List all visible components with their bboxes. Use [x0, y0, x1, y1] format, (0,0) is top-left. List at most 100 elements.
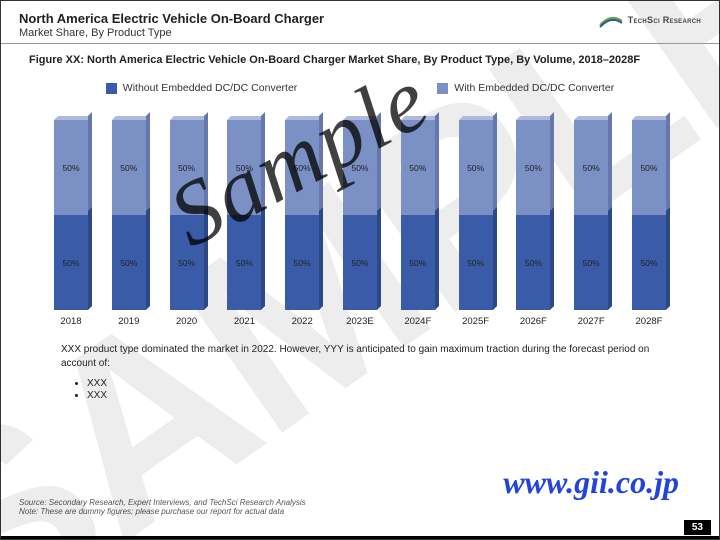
bar-segment-top: 50% — [170, 120, 204, 215]
x-axis-label: 2024F — [396, 316, 440, 327]
page-number: 53 — [684, 520, 711, 535]
source-line2: Note: These are dummy figures; please pu… — [19, 507, 306, 517]
bar-column: 50% 50% — [280, 120, 324, 310]
x-axis-label: 2020 — [165, 316, 209, 327]
bar-value-label: 50% — [409, 258, 426, 268]
bar-value-label: 50% — [351, 163, 368, 173]
bar-segment-top: 50% — [459, 120, 493, 215]
bar: 50% 50% — [54, 120, 88, 310]
legend-label-b: With Embedded DC/DC Converter — [454, 82, 614, 94]
bullet-item: XXX — [87, 390, 659, 401]
legend-item-a: Without Embedded DC/DC Converter — [106, 82, 298, 94]
legend: Without Embedded DC/DC Converter With Em… — [1, 82, 719, 94]
bar: 50% 50% — [516, 120, 550, 310]
bar-segment-top: 50% — [112, 120, 146, 215]
legend-label-a: Without Embedded DC/DC Converter — [123, 82, 298, 94]
bar-segment-top: 50% — [574, 120, 608, 215]
page-title: North America Electric Vehicle On-Board … — [19, 11, 324, 26]
bar: 50% 50% — [285, 120, 319, 310]
body-text: XXX product type dominated the market in… — [1, 327, 719, 374]
bar: 50% 50% — [343, 120, 377, 310]
x-axis-label: 2021 — [222, 316, 266, 327]
bar: 50% 50% — [632, 120, 666, 310]
bar-segment-top: 50% — [516, 120, 550, 215]
x-axis-label: 2022 — [280, 316, 324, 327]
legend-swatch-b — [437, 83, 448, 94]
bar-segment-bottom: 50% — [285, 215, 319, 310]
bar-value-label: 50% — [583, 163, 600, 173]
bar-segment-bottom: 50% — [227, 215, 261, 310]
bar-value-label: 50% — [236, 258, 253, 268]
bar: 50% 50% — [401, 120, 435, 310]
bar-column: 50% 50% — [165, 120, 209, 310]
bar-value-label: 50% — [294, 163, 311, 173]
x-axis-labels: 201820192020202120222023E2024F2025F2026F… — [49, 316, 671, 327]
bar: 50% 50% — [574, 120, 608, 310]
stacked-bar-chart: 50%50%50%50%50%50%50%50%50%50%50%50%50%5… — [49, 100, 671, 310]
bar-segment-bottom: 50% — [112, 215, 146, 310]
bar-segment-bottom: 50% — [516, 215, 550, 310]
bar-value-label: 50% — [62, 163, 79, 173]
bar-value-label: 50% — [525, 258, 542, 268]
page-subtitle: Market Share, By Product Type — [19, 27, 324, 39]
x-axis-label: 2019 — [107, 316, 151, 327]
bar: 50% 50% — [112, 120, 146, 310]
bar-value-label: 50% — [351, 258, 368, 268]
bar-value-label: 50% — [120, 258, 137, 268]
bar-segment-bottom: 50% — [54, 215, 88, 310]
bar-column: 50% 50% — [107, 120, 151, 310]
bar-column: 50% 50% — [338, 120, 382, 310]
bar-column: 50% 50% — [49, 120, 93, 310]
bar-value-label: 50% — [467, 163, 484, 173]
header: North America Electric Vehicle On-Board … — [1, 1, 719, 44]
source-line1: Source: Secondary Research, Expert Inter… — [19, 498, 306, 508]
bar-value-label: 50% — [640, 163, 657, 173]
bar-segment-top: 50% — [632, 120, 666, 215]
bar-segment-bottom: 50% — [574, 215, 608, 310]
bar-value-label: 50% — [467, 258, 484, 268]
bar-value-label: 50% — [640, 258, 657, 268]
logo-text: TechSci Research — [628, 15, 701, 25]
bar: 50% 50% — [170, 120, 204, 310]
bar-column: 50% 50% — [454, 120, 498, 310]
bar: 50% 50% — [459, 120, 493, 310]
bar-segment-top: 50% — [227, 120, 261, 215]
bar-column: 50% 50% — [627, 120, 671, 310]
bar-segment-bottom: 50% — [401, 215, 435, 310]
bar-segment-top: 50% — [54, 120, 88, 215]
logo-swoosh-icon — [598, 11, 624, 29]
source-note: Source: Secondary Research, Expert Inter… — [19, 498, 306, 517]
x-axis-label: 2026F — [511, 316, 555, 327]
bar-segment-bottom: 50% — [170, 215, 204, 310]
chart-area: 50%50%50%50%50%50%50%50%50%50%50%50%50%5… — [1, 100, 719, 327]
x-axis-label: 2018 — [49, 316, 93, 327]
bar-column: 50% 50% — [222, 120, 266, 310]
bar-segment-bottom: 50% — [632, 215, 666, 310]
bar-value-label: 50% — [178, 163, 195, 173]
bar: 50% 50% — [227, 120, 261, 310]
bar-column: 50% 50% — [511, 120, 555, 310]
x-axis-label: 2028F — [627, 316, 671, 327]
bar-segment-bottom: 50% — [459, 215, 493, 310]
page: SAMPLE North America Electric Vehicle On… — [0, 0, 720, 540]
bar-segment-top: 50% — [401, 120, 435, 215]
bullet-item: XXX — [87, 378, 659, 389]
x-axis-label: 2027F — [569, 316, 613, 327]
watermark-url: www.gii.co.jp — [503, 464, 679, 501]
bar-segment-top: 50% — [343, 120, 377, 215]
bar-value-label: 50% — [525, 163, 542, 173]
bar-value-label: 50% — [409, 163, 426, 173]
bar-column: 50% 50% — [569, 120, 613, 310]
logo: TechSci Research — [598, 11, 701, 29]
bullet-list: XXXXXX — [1, 374, 719, 401]
bar-value-label: 50% — [178, 258, 195, 268]
footer-bar — [1, 536, 719, 539]
x-axis-label: 2023E — [338, 316, 382, 327]
bar-value-label: 50% — [62, 258, 79, 268]
figure-title: Figure XX: North America Electric Vehicl… — [1, 44, 719, 68]
legend-swatch-a — [106, 83, 117, 94]
bar-column: 50% 50% — [396, 120, 440, 310]
bar-value-label: 50% — [120, 163, 137, 173]
bar-segment-bottom: 50% — [343, 215, 377, 310]
legend-item-b: With Embedded DC/DC Converter — [437, 82, 614, 94]
